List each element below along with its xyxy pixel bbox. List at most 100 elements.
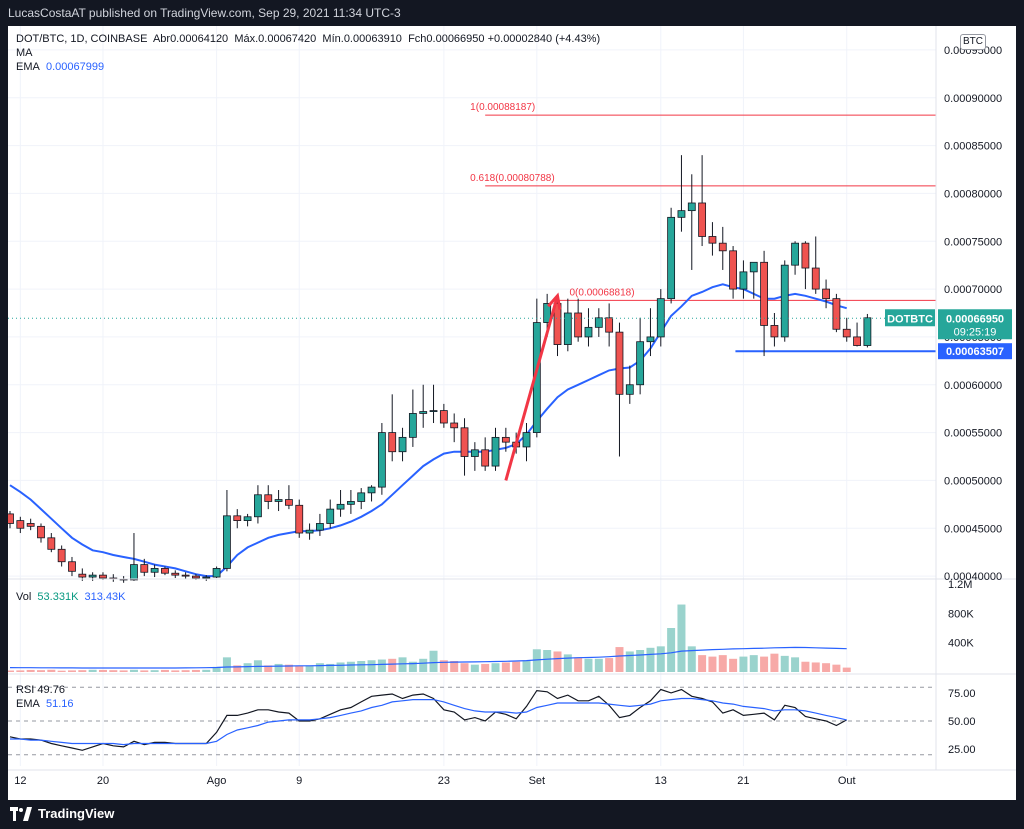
time-tick-23: 23: [438, 775, 450, 787]
candle-body-1: [16, 520, 25, 529]
candle-body-65: [677, 210, 686, 218]
volume-bar-10: [109, 670, 118, 672]
rsi-value: 49.76: [37, 684, 65, 696]
volume-bar-40: [419, 658, 428, 672]
volume-legend[interactable]: Vol 53.331K 313.43K: [16, 590, 126, 604]
candle-body-42: [439, 410, 448, 424]
volume-bar-66: [687, 646, 696, 672]
candle-body-37: [388, 432, 397, 453]
volume-bar-15: [160, 669, 169, 672]
candle-body-56: [584, 326, 593, 338]
volume-bar-45: [470, 664, 479, 672]
candle-body-38: [398, 436, 407, 453]
volume-bar-27: [284, 664, 293, 672]
candle-body-16: [171, 572, 180, 576]
volume-bar-11: [119, 670, 128, 672]
chart-svg[interactable]: 1(0.00088187) 0.618(0.00080788) 0(0.000688…: [6, 26, 1016, 800]
volume-bar-53: [553, 651, 562, 672]
volume-bar-72: [749, 655, 758, 672]
rsi-pane: 75.00 50.00 25.00: [8, 686, 976, 756]
tradingview-logo[interactable]: TradingView: [10, 806, 114, 821]
candle-body-35: [367, 486, 376, 494]
candle-body-81: [842, 328, 851, 338]
symbol-label[interactable]: DOT/BTC, 1D, COINBASE: [16, 33, 148, 45]
volume-bar-5: [57, 670, 66, 672]
volume-bar-22: [233, 665, 242, 672]
volume-bar-38: [398, 657, 407, 672]
candle-body-39: [408, 413, 417, 438]
volume-bar-34: [357, 661, 366, 672]
candle-body-61: [636, 341, 645, 386]
candle-body-24: [254, 494, 262, 518]
volume-bar-61: [636, 650, 645, 672]
rsi-tick-1: 50.00: [948, 716, 976, 728]
volume-bar-37: [388, 658, 397, 672]
candle-body-77: [801, 242, 810, 269]
rsi-ema-line: [10, 697, 847, 746]
candle-body-69: [718, 242, 727, 252]
price-tick-8: 0.00055000: [944, 428, 1002, 440]
price-axis[interactable]: 0.00095000 0.00090000 0.00085000 0.00080000…: [944, 45, 1002, 583]
fibonacci-levels[interactable]: 1(0.00088187) 0.618(0.00080788) 0(0.000688…: [470, 102, 936, 301]
volume-bar-16: [171, 670, 180, 672]
candle-body-68: [708, 236, 717, 244]
candle-body-6: [68, 561, 76, 572]
candle-body-45: [470, 449, 479, 457]
candle-body-27: [285, 499, 293, 506]
annotation-arrow-line[interactable]: [504, 295, 559, 481]
candle-body-0: [6, 513, 14, 524]
candle-body-36: [377, 432, 386, 488]
ma-legend[interactable]: MA: [16, 47, 33, 59]
candle-body-62: [646, 336, 655, 343]
candle-body-9: [99, 574, 107, 579]
candle-body-26: [274, 499, 283, 502]
candle-body-20: [212, 568, 221, 578]
candle-body-71: [739, 271, 748, 290]
volume-bar-81: [842, 667, 851, 672]
candle-body-7: [78, 573, 87, 578]
annotation-arrow[interactable]: [504, 292, 562, 481]
rsi-label: RSI: [16, 684, 35, 696]
volume-bar-71: [739, 656, 748, 672]
candle-body-43: [450, 422, 459, 429]
pane-separators: [8, 26, 1016, 771]
volume-tick-2: 400K: [948, 638, 974, 650]
high-value: 0.00067420: [258, 33, 317, 45]
volume-bar-80: [832, 664, 841, 672]
volume-bar-39: [408, 661, 417, 672]
change-value: +0.00002840 (+4.43%): [487, 33, 601, 45]
candle-body-59: [615, 331, 624, 395]
candle-body-48: [501, 436, 510, 443]
volume-bar-41: [429, 650, 438, 672]
support-tag-text: 0.00063507: [946, 346, 1004, 358]
rsi-legend[interactable]: RSI 49.76 EMA 51.16: [16, 683, 74, 711]
volume-bar-65: [677, 604, 686, 672]
volume-bar-19: [202, 669, 211, 672]
symbol-tag-text: DOTBTC: [887, 313, 933, 325]
volume-bar-44: [460, 663, 469, 672]
chart-area[interactable]: 1(0.00088187) 0.618(0.00080788) 0(0.000688…: [6, 26, 1016, 800]
volume-bar-63: [656, 646, 665, 672]
ema-legend[interactable]: EMA 0.00067999: [16, 60, 600, 74]
volume-bar-55: [574, 657, 583, 672]
volume-bar-13: [140, 670, 149, 672]
candle-body-74: [770, 325, 779, 338]
countdown-text: 09:25:19: [954, 326, 997, 338]
price-tick-0: 0.00095000: [944, 45, 1002, 57]
volume-ma-line: [9, 646, 847, 669]
volume-pane: 1.2M 800K 400K: [6, 579, 974, 672]
volume-value-2: 313.43K: [84, 591, 126, 603]
volume-bar-9: [98, 669, 107, 672]
currency-badge[interactable]: BTC: [960, 34, 986, 50]
tradingview-logo-icon: [10, 806, 32, 821]
candle-body-30: [315, 523, 324, 531]
time-axis[interactable]: 12 20 Ago 9 23 Set 13 21 Out: [14, 775, 855, 787]
annotation-arrow-head[interactable]: [547, 292, 562, 310]
volume-bar-49: [512, 661, 521, 672]
rsi-line: [9, 688, 847, 751]
volume-bar-56: [584, 658, 593, 672]
volume-bar-70: [729, 658, 738, 672]
volume-bar-51: [532, 649, 541, 672]
candle-body-66: [687, 202, 696, 212]
candle-body-33: [346, 501, 355, 505]
